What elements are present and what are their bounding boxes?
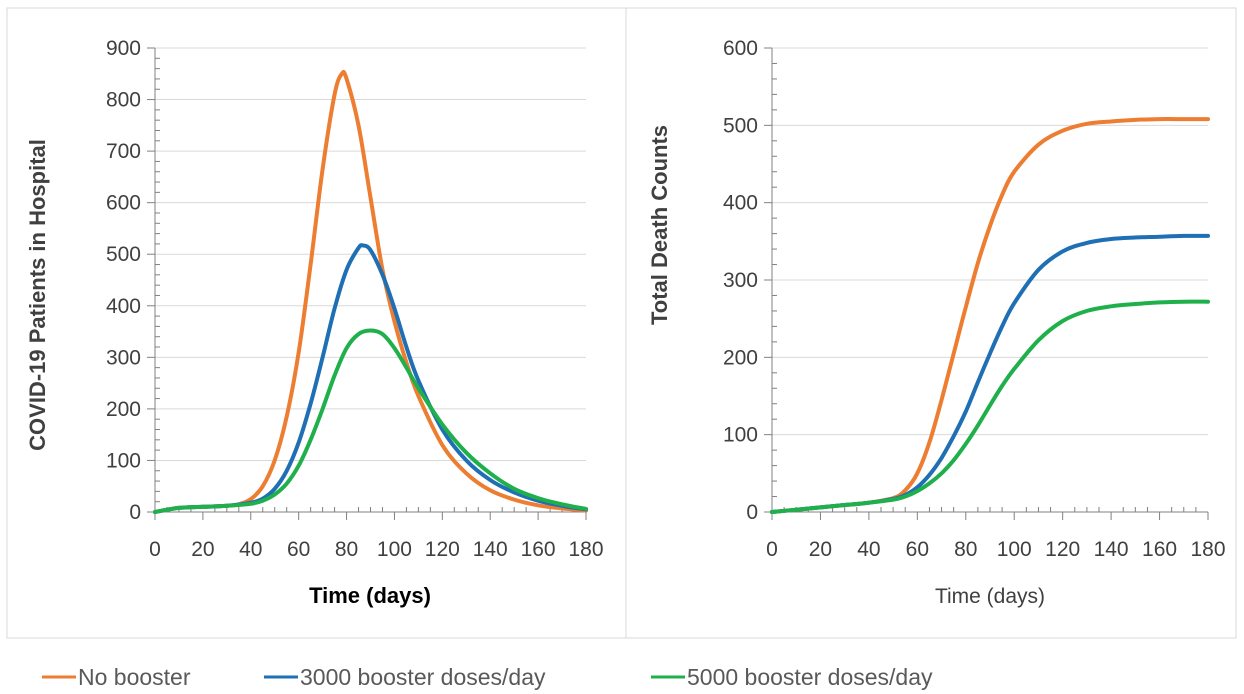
left-series-line-no-booster bbox=[153, 70, 588, 514]
right-y-tick-label: 0 bbox=[746, 501, 758, 524]
left-x-tick-label: 180 bbox=[568, 538, 603, 561]
right-x-tick-label: 180 bbox=[1190, 538, 1225, 561]
right-series-line-no-booster bbox=[770, 117, 1210, 514]
right-x-axis-label: Time (days) bbox=[935, 585, 1045, 608]
left-y-axis-label: COVID-19 Patients in Hospital bbox=[25, 139, 50, 451]
right-x-tick-label: 0 bbox=[766, 538, 778, 561]
left-y-tick-label: 500 bbox=[106, 243, 141, 266]
left-y-tick-label: 600 bbox=[106, 192, 141, 215]
left-y-tick-label: 900 bbox=[106, 37, 141, 60]
right-y-tick-label: 300 bbox=[723, 269, 758, 292]
right-x-tick-label: 120 bbox=[1045, 538, 1080, 561]
legend: No booster 3000 booster doses/day 5000 b… bbox=[42, 664, 933, 690]
right-panel-frame bbox=[625, 7, 1237, 639]
left-x-tick-label: 100 bbox=[377, 538, 412, 561]
right-series-line-5000-booster-doses-day bbox=[770, 299, 1210, 514]
legend-label-5000-booster: 5000 booster doses/day bbox=[687, 664, 933, 690]
left-y-tick-label: 0 bbox=[129, 501, 141, 524]
right-x-tick-label: 80 bbox=[954, 538, 977, 561]
left-y-tick-label: 100 bbox=[106, 449, 141, 472]
left-x-tick-label: 140 bbox=[473, 538, 508, 561]
legend-label-no-booster: No booster bbox=[78, 664, 191, 690]
left-y-tick-label: 400 bbox=[106, 295, 141, 318]
right-x-tick-label: 160 bbox=[1142, 538, 1177, 561]
left-x-tick-label: 20 bbox=[191, 538, 214, 561]
legend-label-3000-booster: 3000 booster doses/day bbox=[300, 664, 546, 690]
right-y-tick-label: 500 bbox=[723, 114, 758, 137]
right-x-tick-label: 20 bbox=[809, 538, 832, 561]
left-x-tick-label: 160 bbox=[521, 538, 556, 561]
right-y-tick-label: 400 bbox=[723, 192, 758, 215]
left-x-axis-label: Time (days) bbox=[309, 583, 431, 608]
left-x-tick-label: 120 bbox=[425, 538, 460, 561]
left-series-line-3000-booster-doses-day bbox=[153, 243, 588, 514]
left-y-tick-label: 800 bbox=[106, 89, 141, 112]
hospital-patients-chart: 0 100 200 300 400 500 600 700 800 900 0 20 40 60 80 100… bbox=[106, 37, 604, 561]
left-x-tick-label: 0 bbox=[149, 538, 161, 561]
left-y-tick-label: 200 bbox=[106, 398, 141, 421]
right-x-tick-label: 60 bbox=[906, 538, 929, 561]
right-y-axis-label: Total Death Counts bbox=[647, 125, 672, 325]
right-x-tick-label: 100 bbox=[997, 538, 1032, 561]
right-x-tick-label: 40 bbox=[857, 538, 880, 561]
right-y-tick-label: 100 bbox=[723, 424, 758, 447]
left-series-line-5000-booster-doses-day bbox=[153, 328, 588, 514]
left-x-tick-label: 80 bbox=[335, 538, 358, 561]
left-y-tick-label: 700 bbox=[106, 140, 141, 163]
total-deaths-chart: 0 100 200 300 400 500 600 0 20 40 60 80 100 120 140 160… bbox=[723, 37, 1226, 561]
left-x-tick-label: 40 bbox=[239, 538, 262, 561]
right-y-tick-label: 200 bbox=[723, 346, 758, 369]
left-x-tick-label: 60 bbox=[287, 538, 310, 561]
right-series-line-3000-booster-doses-day bbox=[770, 233, 1210, 514]
right-x-tick-label: 140 bbox=[1094, 538, 1129, 561]
right-y-tick-label: 600 bbox=[723, 37, 758, 60]
left-y-tick-label: 300 bbox=[106, 346, 141, 369]
